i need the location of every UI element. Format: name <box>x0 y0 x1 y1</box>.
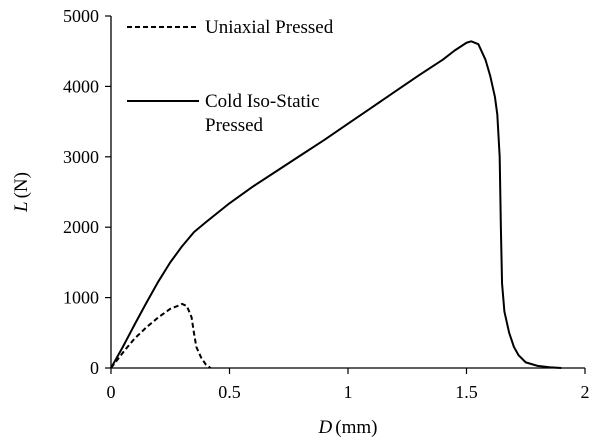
y-tick-label: 4000 <box>63 76 99 96</box>
ticks: 0 0.5 1 1.5 2 0 1000 2000 3000 4000 5000 <box>63 6 590 402</box>
y-tick-label: 3000 <box>63 147 99 167</box>
legend-label-uniaxial: Uniaxial Pressed <box>205 17 334 38</box>
legend-label-cold-iso-line1: Cold Iso-Static <box>205 91 320 112</box>
x-tick-label: 1.5 <box>455 382 478 402</box>
x-axis-label: D (mm) <box>318 417 378 438</box>
legend-label-cold-iso-line2: Pressed <box>205 115 264 136</box>
x-tick-label: 2 <box>581 382 590 402</box>
y-axis-label-var: L <box>11 201 32 213</box>
x-tick-label: 0.5 <box>218 382 241 402</box>
y-tick-label: 0 <box>90 358 99 378</box>
y-axis-label-unit: (N) <box>11 172 32 198</box>
y-axis-label: L (N) <box>11 172 32 213</box>
axes <box>110 16 585 369</box>
legend-label-cold-iso: Cold Iso-Static Pressed <box>205 91 324 136</box>
series-layer <box>110 40 562 369</box>
x-axis-label-unit: (mm) <box>335 417 377 438</box>
y-tick-label: 2000 <box>63 217 99 237</box>
y-tick-label: 5000 <box>63 6 99 26</box>
y-tick-label: 1000 <box>63 288 99 308</box>
legend: Uniaxial Pressed Cold Iso-Static Pressed <box>127 17 334 136</box>
x-axis-label-var: D <box>318 417 333 438</box>
x-tick-label: 1 <box>344 382 353 402</box>
series-line-uniaxial-pressed <box>110 302 212 369</box>
series-line-cold-iso-static-pressed <box>110 40 562 369</box>
x-tick-label: 0 <box>107 382 116 402</box>
